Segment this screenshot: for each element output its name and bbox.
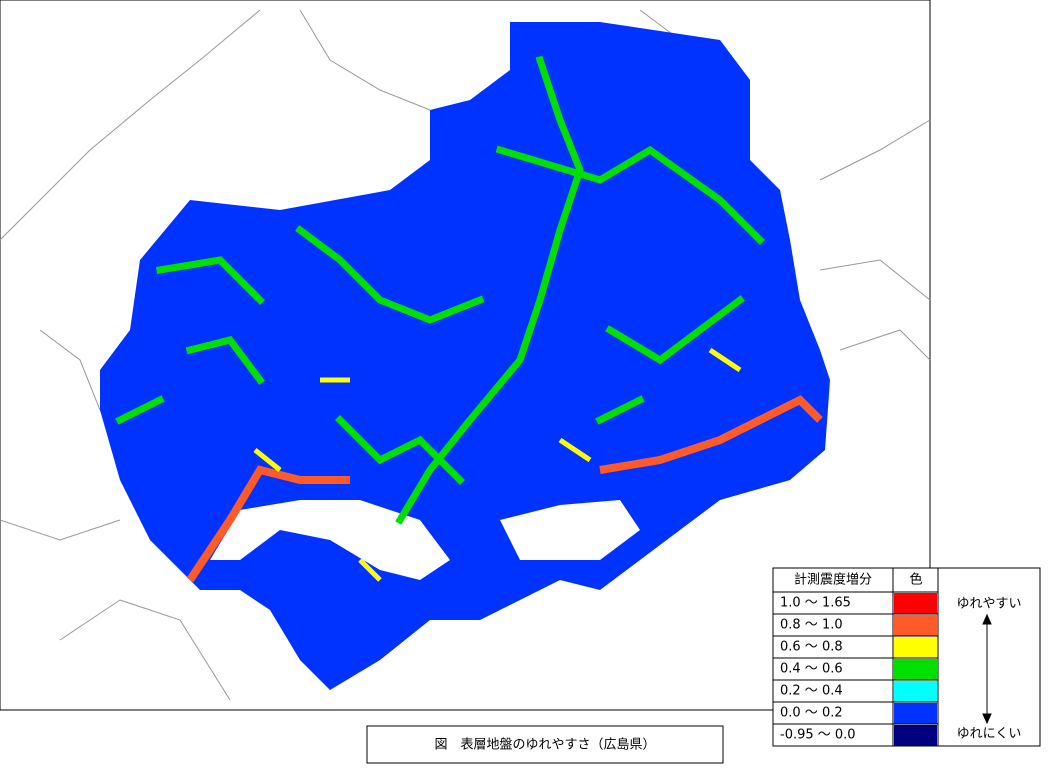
caption: 図 表層地盤のゆれやすさ（広島県） xyxy=(366,725,724,764)
arrow xyxy=(982,613,992,725)
legend-swatch xyxy=(894,593,937,614)
legend-range: 0.6 ～ 0.8 xyxy=(780,640,843,655)
caption-text: 図 表層地盤のゆれやすさ（広島県） xyxy=(434,738,655,753)
low-label: ゆれにくい xyxy=(957,727,1022,742)
legend-swatch xyxy=(894,681,937,702)
legend-swatch xyxy=(894,637,937,658)
legend-swatch xyxy=(894,615,937,636)
legend-range: -0.95 ～ 0.0 xyxy=(780,728,856,743)
map xyxy=(0,0,931,711)
legend-header: 色 xyxy=(909,572,922,588)
green-zones xyxy=(115,55,765,525)
legend-swatch xyxy=(894,703,937,724)
bay xyxy=(210,500,450,580)
caption-box xyxy=(366,725,724,764)
yellow-zones xyxy=(253,347,742,582)
legend-range: 0.2 ～ 0.4 xyxy=(780,684,843,699)
legend-range: 0.0 ～ 0.2 xyxy=(780,706,843,721)
legend-range: 0.8 ～ 1.0 xyxy=(780,618,843,633)
bay xyxy=(500,500,640,560)
legend-range: 0.4 ～ 0.6 xyxy=(780,662,843,677)
orange-zones xyxy=(186,395,823,583)
legend-swatch xyxy=(894,725,937,746)
legend-header: 計測震度増分 xyxy=(794,572,872,588)
legend-rows: 1.0 ～ 1.65 0.8 ～ 1.0 0.6 ～ 0.8 0.4 ～ 0.6 0.2… xyxy=(773,591,938,746)
legend-swatch xyxy=(894,659,937,680)
boundaries xyxy=(0,9,931,701)
high-label: ゆれやすい xyxy=(956,597,1021,612)
legend-range: 1.0 ～ 1.65 xyxy=(780,596,851,611)
legend: 計測震度増分 色 1.0 ～ 1.65 0.8 ～ 1.0 0.6 ～ 0.8 0.4… xyxy=(772,567,1041,747)
